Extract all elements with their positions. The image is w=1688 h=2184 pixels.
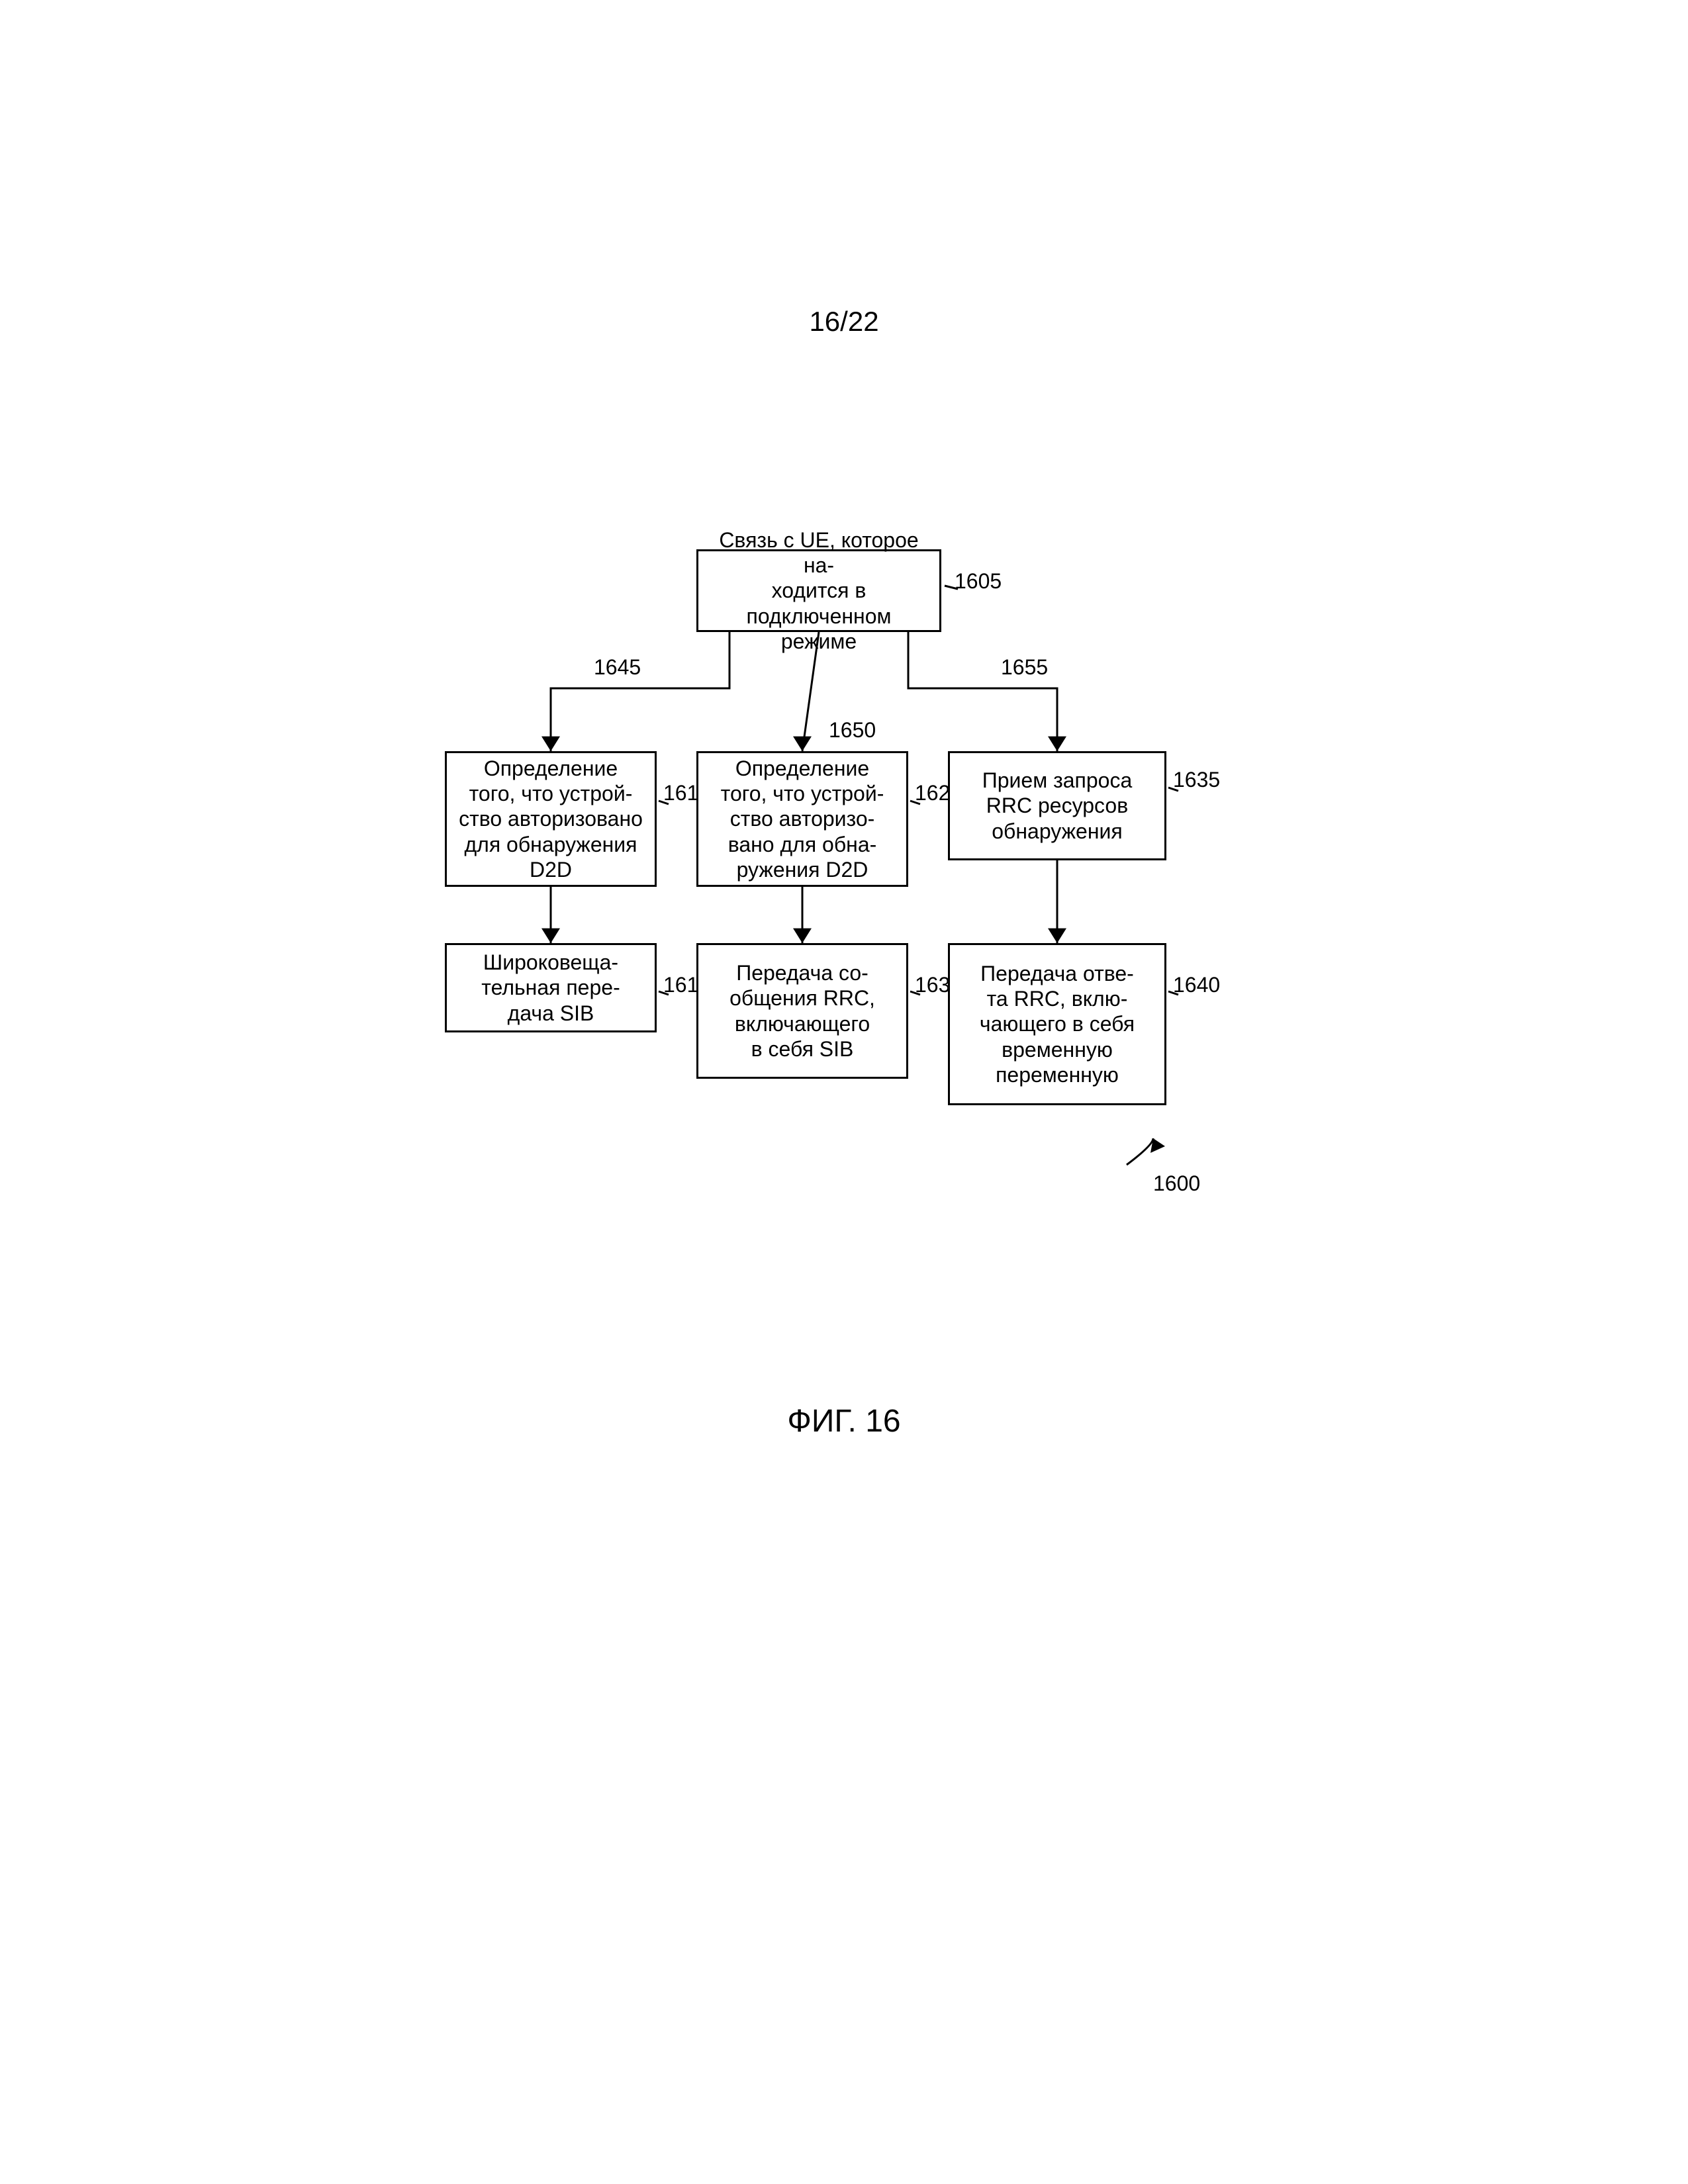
- flowchart-node-n1610: Определениетого, что устрой-ство авториз…: [445, 751, 657, 887]
- overall-ref-label: 1600: [1153, 1171, 1200, 1196]
- node-text: Определениетого, что устрой-ство авториз…: [721, 756, 884, 883]
- ref-label-1640: 1640: [1173, 973, 1220, 997]
- edge-ref-1655: 1655: [1001, 655, 1048, 680]
- flowchart-node-n1605: Связь с UE, которое на-ходится в подключ…: [696, 549, 941, 632]
- flowchart-node-n1630: Передача со-общения RRC,включающегов себ…: [696, 943, 908, 1079]
- node-text: Прием запросаRRC ресурсовобнаружения: [982, 768, 1133, 844]
- flowchart-node-n1640: Передача отве-та RRC, вклю-чающего в себ…: [948, 943, 1166, 1105]
- ref-label-1605: 1605: [955, 569, 1002, 594]
- edge-ref-1645: 1645: [594, 655, 641, 680]
- flowchart-node-n1615: Широковеща-тельная пере-дача SIB: [445, 943, 657, 1032]
- node-text: Широковеща-тельная пере-дача SIB: [481, 950, 620, 1026]
- page-number: 16/22: [809, 306, 878, 338]
- node-text: Передача со-общения RRC,включающегов себ…: [729, 960, 875, 1062]
- node-text: Передача отве-та RRC, вклю-чающего в себ…: [980, 961, 1135, 1088]
- flowchart-node-n1635: Прием запросаRRC ресурсовобнаружения: [948, 751, 1166, 860]
- ref-label-1635: 1635: [1173, 768, 1220, 792]
- figure-label: ФИГ. 16: [787, 1403, 900, 1439]
- node-text: Определениетого, что устрой-ство авториз…: [459, 756, 643, 883]
- edge-ref-1650: 1650: [829, 718, 876, 743]
- flowchart-node-n1625: Определениетого, что устрой-ство авториз…: [696, 751, 908, 887]
